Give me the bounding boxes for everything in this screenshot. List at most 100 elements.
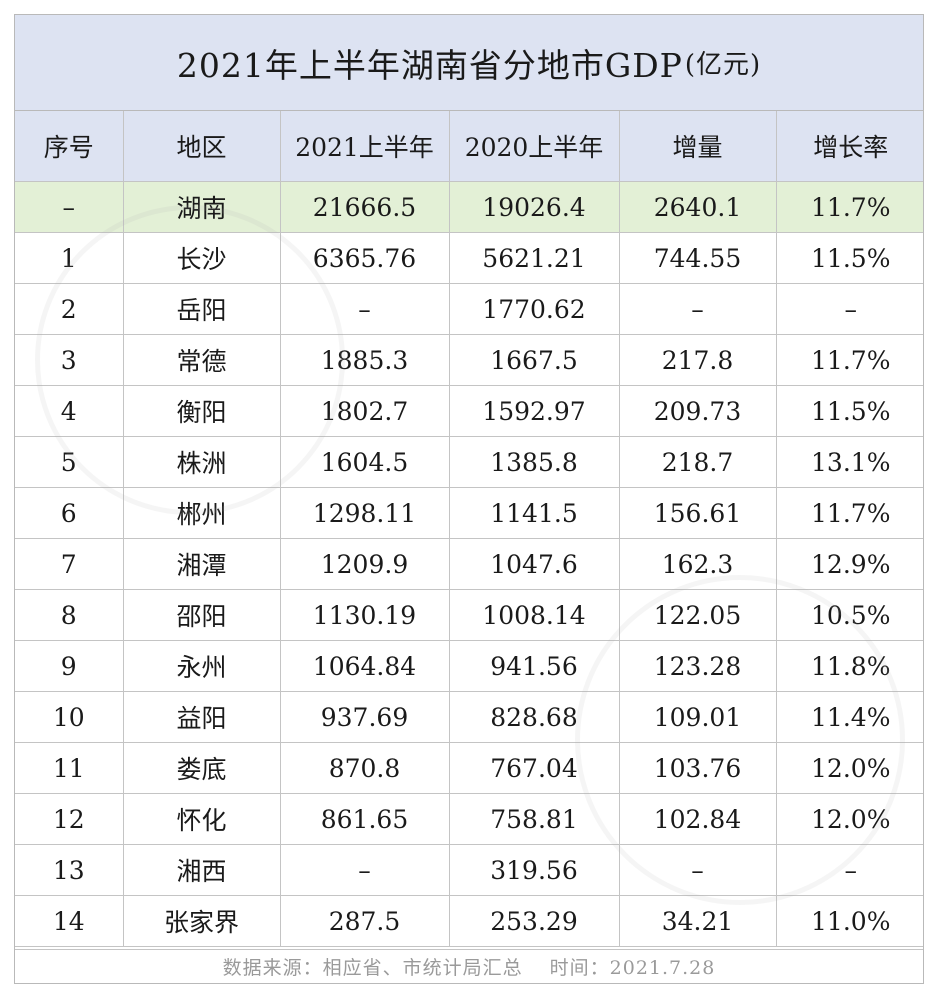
cell-2021-h1: 861.65 [279, 793, 450, 845]
cell-increase: – [618, 844, 777, 896]
cell-2021-h1: – [279, 844, 450, 896]
cell-2020-h1: 19026.4 [448, 181, 620, 233]
table-row: 1 长沙 6365.76 5621.21 744.55 11.5% [15, 232, 923, 284]
cell-region: 永州 [122, 640, 281, 692]
cell-index: 13 [15, 844, 124, 896]
cell-2021-h1: 21666.5 [279, 181, 450, 233]
cell-growth-rate: 11.5% [775, 232, 923, 284]
cell-2020-h1: 1592.97 [448, 385, 620, 437]
table-row: 10 益阳 937.69 828.68 109.01 11.4% [15, 691, 923, 743]
cell-2020-h1: 828.68 [448, 691, 620, 743]
cell-growth-rate: 11.8% [775, 640, 923, 692]
cell-growth-rate: 11.7% [775, 334, 923, 386]
cell-increase: 744.55 [618, 232, 777, 284]
cell-index: 9 [15, 640, 124, 692]
cell-2021-h1: 870.8 [279, 742, 450, 794]
cell-region: 张家界 [122, 895, 281, 947]
cell-index: 11 [15, 742, 124, 794]
cell-index: 2 [15, 283, 124, 335]
header-cell-region: 地区 [122, 111, 281, 182]
table-row-total: – 湖南 21666.5 19026.4 2640.1 11.7% [15, 181, 923, 233]
cell-2021-h1: 1802.7 [279, 385, 450, 437]
cell-2020-h1: 767.04 [448, 742, 620, 794]
cell-growth-rate: 13.1% [775, 436, 923, 488]
cell-2021-h1: 937.69 [279, 691, 450, 743]
cell-2020-h1: 253.29 [448, 895, 620, 947]
cell-2020-h1: 941.56 [448, 640, 620, 692]
cell-index: 8 [15, 589, 124, 641]
header-cell-increase: 增量 [618, 111, 777, 182]
cell-region: 怀化 [122, 793, 281, 845]
cell-increase: 109.01 [618, 691, 777, 743]
gdp-table-card: 2021年上半年湖南省分地市GDP (亿元) 序号 地区 2021上半年 202… [14, 14, 924, 984]
table-row: 13 湘西 –319.56– – [15, 844, 923, 896]
cell-growth-rate: 11.7% [775, 181, 923, 233]
cell-region: 湘西 [122, 844, 281, 896]
cell-increase: 156.61 [618, 487, 777, 539]
cell-index: 1 [15, 232, 124, 284]
cell-2020-h1: 1385.8 [448, 436, 620, 488]
cell-increase: – [618, 283, 777, 335]
cell-increase: 123.28 [618, 640, 777, 692]
cell-increase: 162.3 [618, 538, 777, 590]
cell-2021-h1: – [279, 283, 450, 335]
cell-increase: 34.21 [618, 895, 777, 947]
cell-2021-h1: 6365.76 [279, 232, 450, 284]
cell-2020-h1: 1141.5 [448, 487, 620, 539]
header-cell-2020-h1: 2020上半年 [448, 111, 620, 182]
cell-index: 7 [15, 538, 124, 590]
cell-region: 邵阳 [122, 589, 281, 641]
cell-2020-h1: 1008.14 [448, 589, 620, 641]
cell-2021-h1: 1298.11 [279, 487, 450, 539]
cell-increase: 122.05 [618, 589, 777, 641]
cell-2020-h1: 1770.62 [448, 283, 620, 335]
cell-growth-rate: – [775, 844, 923, 896]
header-cell-growth-rate: 增长率 [775, 111, 923, 182]
footer-source: 数据来源：相应省、市统计局汇总 时间：2021.7.28 [15, 949, 923, 983]
cell-growth-rate: 10.5% [775, 589, 923, 641]
cell-region: 益阳 [122, 691, 281, 743]
cell-growth-rate: 12.9% [775, 538, 923, 590]
header-row: 序号 地区 2021上半年 2020上半年 增量 增长率 [15, 111, 923, 182]
cell-index: 4 [15, 385, 124, 437]
cell-2021-h1: 1209.9 [279, 538, 450, 590]
cell-increase: 103.76 [618, 742, 777, 794]
table-row: 5 株洲 1604.5 1385.8 218.7 13.1% [15, 436, 923, 488]
table-row: 11 娄底 870.8 767.04 103.76 12.0% [15, 742, 923, 794]
cell-2021-h1: 1885.3 [279, 334, 450, 386]
table-row: 7 湘潭 1209.9 1047.6 162.3 12.9% [15, 538, 923, 590]
cell-index: 14 [15, 895, 124, 947]
cell-growth-rate: 12.0% [775, 742, 923, 794]
cell-2020-h1: 758.81 [448, 793, 620, 845]
cell-index: 6 [15, 487, 124, 539]
title-text: 2021年上半年湖南省分地市GDP [176, 45, 683, 85]
cell-increase: 2640.1 [618, 181, 777, 233]
table-row: 14 张家界 287.5 253.29 34.21 11.0% [15, 895, 923, 947]
header-cell-2021-h1: 2021上半年 [279, 111, 450, 182]
cell-region: 郴州 [122, 487, 281, 539]
cell-2021-h1: 1604.5 [279, 436, 450, 488]
cell-region: 娄底 [122, 742, 281, 794]
cell-increase: 217.8 [618, 334, 777, 386]
cell-2020-h1: 1047.6 [448, 538, 620, 590]
cell-increase: 218.7 [618, 436, 777, 488]
cell-region: 长沙 [122, 232, 281, 284]
cell-growth-rate: 11.5% [775, 385, 923, 437]
cell-index: – [15, 181, 124, 233]
table-row: 4 衡阳 1802.7 1592.97 209.73 11.5% [15, 385, 923, 437]
cell-region: 湘潭 [122, 538, 281, 590]
cell-increase: 209.73 [618, 385, 777, 437]
cell-2020-h1: 5621.21 [448, 232, 620, 284]
table-row: 3 常德 1885.3 1667.5 217.8 11.7% [15, 334, 923, 386]
cell-2021-h1: 1130.19 [279, 589, 450, 641]
cell-2021-h1: 1064.84 [279, 640, 450, 692]
header-cell-index: 序号 [15, 111, 124, 182]
cell-increase: 102.84 [618, 793, 777, 845]
table-row: 9 永州 1064.84 941.56 123.28 11.8% [15, 640, 923, 692]
cell-growth-rate: 11.7% [775, 487, 923, 539]
table-title: 2021年上半年湖南省分地市GDP (亿元) [15, 15, 923, 111]
cell-index: 3 [15, 334, 124, 386]
cell-growth-rate: – [775, 283, 923, 335]
title-unit: (亿元) [684, 50, 762, 80]
cell-2020-h1: 1667.5 [448, 334, 620, 386]
